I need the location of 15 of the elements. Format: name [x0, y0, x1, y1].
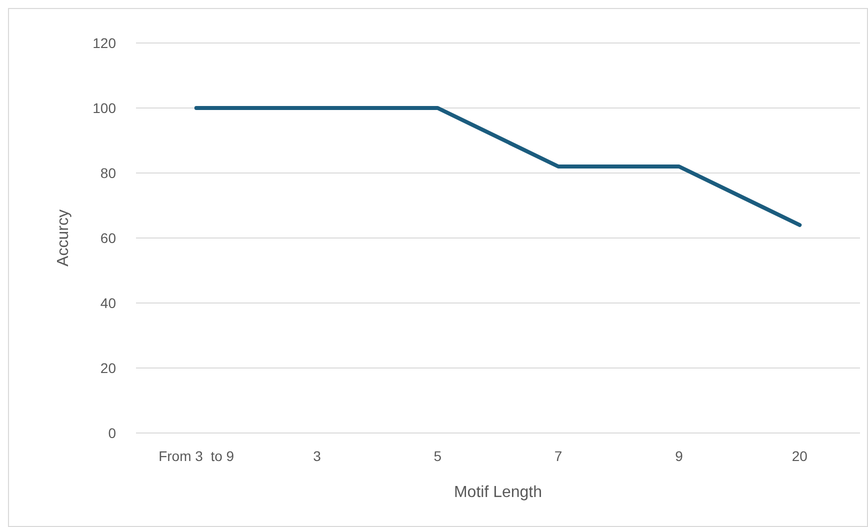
y-tick-label: 40 — [100, 294, 116, 311]
y-tick-label: 20 — [100, 360, 116, 376]
x-tick-label: From 3 to 9 — [158, 448, 234, 464]
y-tick-label: 60 — [100, 230, 116, 246]
x-tick-label: 20 — [792, 448, 808, 464]
x-tick-label: 9 — [675, 448, 684, 464]
x-tick-label: 3 — [313, 448, 322, 464]
y-axis-title: Accurcy — [55, 210, 72, 266]
x-tick-label: 7 — [554, 448, 562, 464]
x-axis-title: Motif Length — [454, 484, 542, 501]
y-tick-label: 120 — [92, 34, 116, 51]
y-tick-label: 80 — [100, 164, 116, 181]
y-tick-label: 100 — [92, 100, 116, 116]
x-tick-label: 5 — [434, 448, 442, 464]
y-tick-label: 0 — [108, 424, 116, 441]
